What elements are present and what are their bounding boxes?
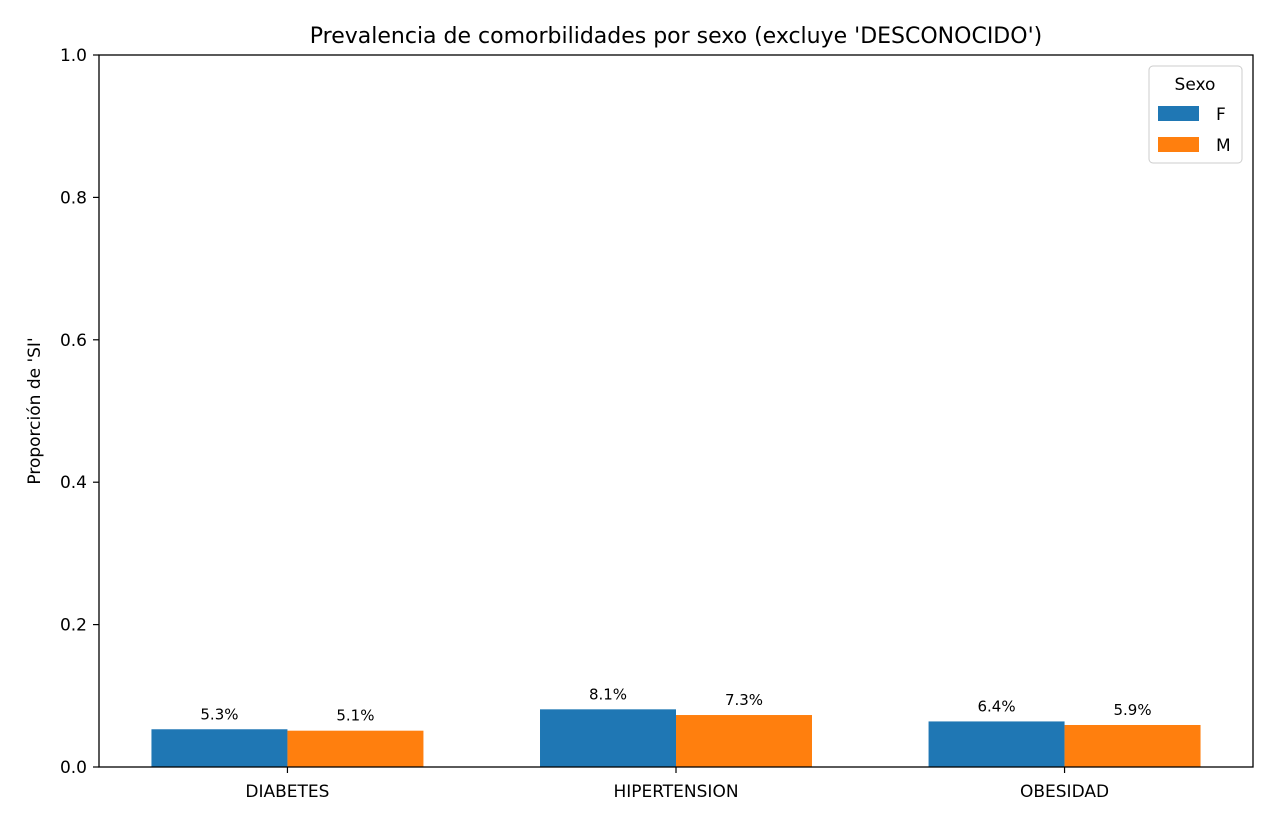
chart-title: Prevalencia de comorbilidades por sexo (… <box>310 24 1042 49</box>
y-tick-label: 0.8 <box>60 188 87 208</box>
x-tick-label: OBESIDAD <box>1020 782 1109 802</box>
y-axis-label: Proporción de 'SI' <box>25 337 45 484</box>
y-tick-label: 0.4 <box>60 473 87 493</box>
data-label: 7.3% <box>725 691 763 709</box>
bar-m-obesidad <box>1064 724 1201 767</box>
x-tick-label: DIABETES <box>245 782 329 802</box>
legend-title: Sexo <box>1175 75 1216 95</box>
legend-label-m: M <box>1216 136 1231 156</box>
bars <box>151 709 1201 767</box>
data-label: 6.4% <box>978 697 1016 715</box>
data-label: 5.1% <box>336 707 374 725</box>
legend: Sexo FM <box>1148 65 1243 164</box>
bar-f-obesidad <box>928 721 1065 767</box>
y-tick-label: 0.2 <box>60 616 87 636</box>
bar-m-diabetes <box>287 730 424 767</box>
legend-label-f: F <box>1216 105 1226 125</box>
data-label: 5.9% <box>1113 701 1151 719</box>
data-labels: 5.3% 8.1% 6.4% 5.1% 7.3% 5.9% <box>200 685 1151 724</box>
data-label: 5.3% <box>200 705 238 723</box>
data-label: 8.1% <box>589 685 627 703</box>
legend-swatch-m <box>1158 137 1199 152</box>
plot-frame <box>98 54 1254 768</box>
y-tick-label: 1.0 <box>60 46 87 66</box>
bar-f-diabetes <box>151 729 288 767</box>
bar-f-hipertension <box>540 709 676 767</box>
x-tick-label: HIPERTENSION <box>613 782 738 802</box>
bar-m-hipertension <box>676 715 812 767</box>
x-axis: DIABETES HIPERTENSION OBESIDAD <box>245 767 1109 802</box>
y-axis: 0.0 0.2 0.4 0.6 0.8 1.0 <box>60 46 99 778</box>
y-tick-label: 0.0 <box>60 758 87 778</box>
legend-swatch-f <box>1158 106 1199 121</box>
y-tick-label: 0.6 <box>60 331 87 351</box>
